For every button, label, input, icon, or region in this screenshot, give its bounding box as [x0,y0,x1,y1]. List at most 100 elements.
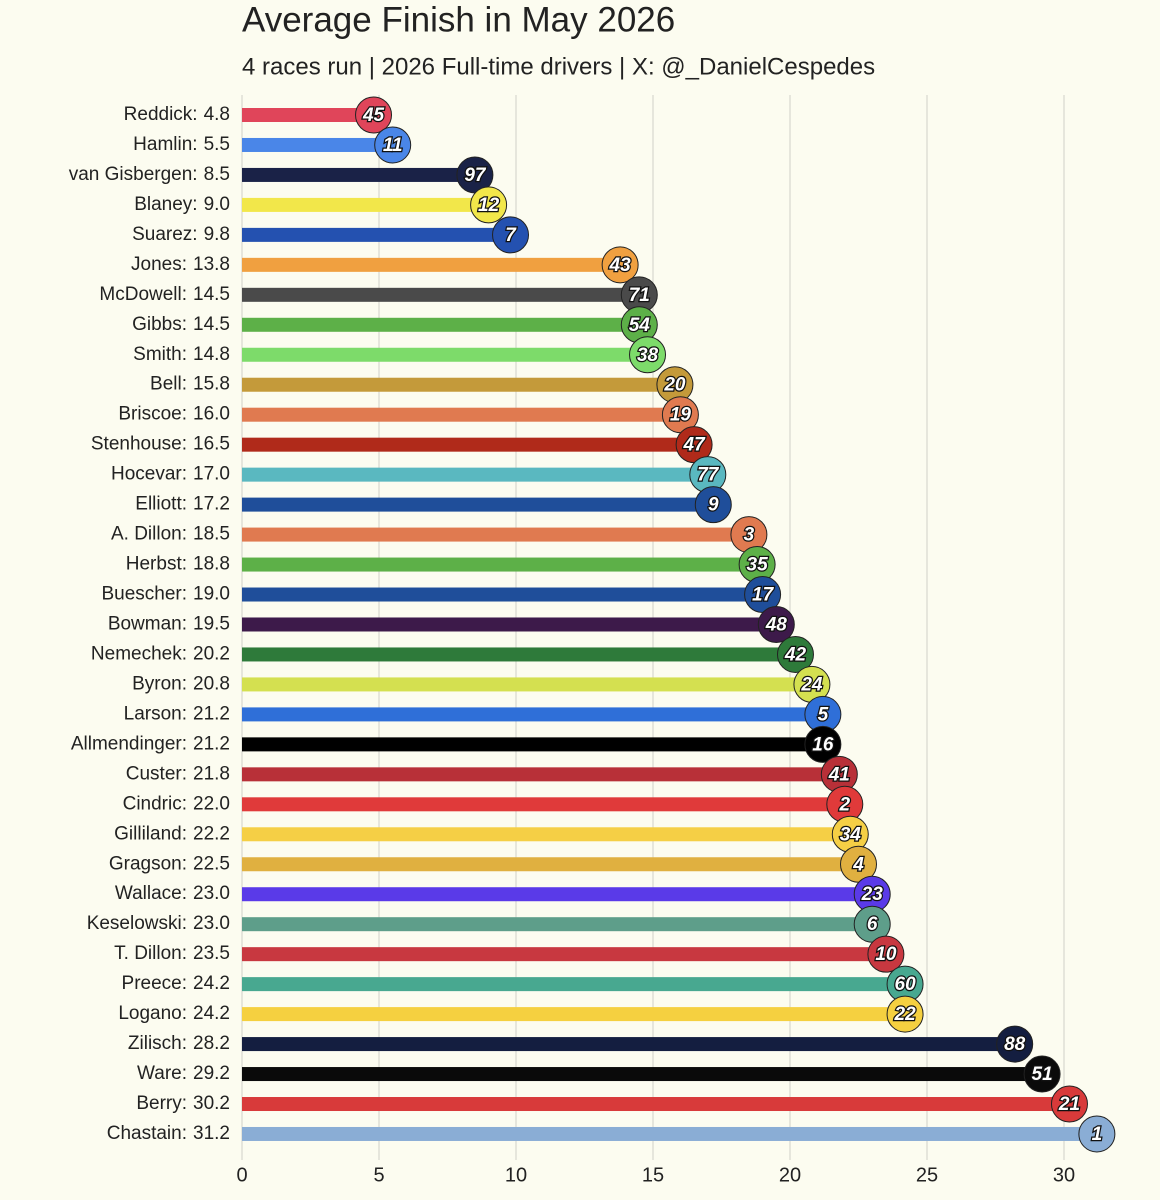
car-number: 24 [800,674,823,695]
driver-name: Hamlin: [133,134,197,155]
bar [242,557,758,572]
car-number: 51 [1032,1064,1053,1085]
driver-label: McDowell: 14.5 [99,284,230,305]
car-number: 6 [867,914,878,935]
driver-label: Logano: 24.2 [118,1003,230,1024]
car-number: 48 [765,615,788,636]
car-number: 23 [861,884,884,905]
car-badge [470,186,508,224]
bar [242,947,886,962]
car-number: 41 [828,764,850,785]
driver-name: Jones: [131,254,187,275]
bar [242,497,714,512]
driver-label: Zilisch: 28.2 [128,1033,230,1054]
driver-name: Chastain: [107,1123,187,1144]
driver-label: Cindric: 22.0 [123,793,230,814]
value-label: 15.8 [193,374,230,395]
driver-name: Hocevar: [111,464,187,485]
bar [242,467,708,482]
car-number: 2 [839,794,851,815]
car-badge [996,1025,1034,1063]
value-label: 16.0 [193,404,230,425]
bar [242,737,823,752]
car-badge [694,486,732,524]
driver-name: Bell: [150,374,187,395]
driver-name: Byron: [132,673,187,694]
car-number: 42 [784,644,807,665]
bar [242,437,695,452]
driver-name: Zilisch: [128,1033,187,1054]
car-number: 7 [505,225,517,246]
bar [242,797,845,812]
driver-name: Reddick: [124,104,198,125]
chart-title: Average Finish in May 2026 [242,0,675,39]
bar [242,767,840,782]
car-number: 60 [895,974,917,995]
value-label: 20.2 [193,643,230,664]
car-badge [1078,1115,1116,1153]
x-tick-label: 0 [236,1164,247,1186]
driver-label: Smith: 14.8 [133,344,230,365]
value-label: 28.2 [193,1033,230,1054]
value-label: 21.2 [193,703,230,724]
bar [242,1037,1015,1052]
value-label: 31.2 [193,1123,230,1144]
driver-label: Elliott: 17.2 [135,494,230,515]
bar [242,707,823,722]
bar [242,827,851,842]
car-number: 54 [629,315,651,336]
x-tick-label: 20 [779,1164,801,1186]
value-label: 24.2 [193,1003,230,1024]
driver-label: Briscoe: 16.0 [118,404,230,425]
car-badge [867,935,905,973]
bar [242,977,906,992]
driver-name: Custer: [126,763,187,784]
driver-label: Gibbs: 14.5 [132,314,230,335]
bar [242,197,489,212]
driver-name: Allmendinger: [71,733,187,754]
driver-name: Keselowski: [87,913,187,934]
value-label: 23.0 [193,913,230,934]
bar [242,257,621,272]
x-tick-label: 10 [505,1164,527,1186]
driver-name: Buescher: [101,584,187,605]
value-label: 21.8 [193,763,230,784]
value-label: 14.5 [193,314,230,335]
car-number: 16 [812,734,834,755]
driver-name: Wallace: [115,883,187,904]
bar [242,1067,1043,1082]
driver-label: Keselowski: 23.0 [87,913,230,934]
driver-name: Elliott: [135,494,187,515]
driver-label: A. Dillon: 18.5 [111,524,230,545]
driver-name: McDowell: [99,284,187,305]
driver-name: Bowman: [108,614,187,635]
car-number: 17 [752,585,775,606]
value-label: 9.8 [204,224,230,245]
car-number: 11 [383,135,403,156]
car-number: 4 [852,854,864,875]
driver-name: Herbst: [126,554,187,575]
driver-label: Gragson: 22.5 [109,853,230,874]
value-label: 22.0 [193,793,230,814]
driver-label: Nemechek: 20.2 [91,643,230,664]
driver-name: van Gisbergen: [69,164,198,185]
driver-name: Cindric: [123,793,187,814]
driver-name: T. Dillon: [114,943,187,964]
driver-name: Smith: [133,344,187,365]
car-badge [355,96,393,134]
car-number: 1 [1092,1124,1103,1145]
car-number: 20 [663,375,686,396]
value-label: 18.8 [193,554,230,575]
bar [242,887,873,902]
value-label: 23.0 [193,883,230,904]
bar [242,317,640,332]
car-number: 3 [744,525,755,546]
car-badge [757,605,795,643]
car-badge [804,725,842,763]
car-number: 5 [818,704,829,725]
driver-label: Jones: 13.8 [131,254,230,275]
driver-name: A. Dillon: [111,524,187,545]
car-number: 9 [708,495,719,516]
driver-label: Stenhouse: 16.5 [91,434,230,455]
car-number: 34 [840,824,862,845]
